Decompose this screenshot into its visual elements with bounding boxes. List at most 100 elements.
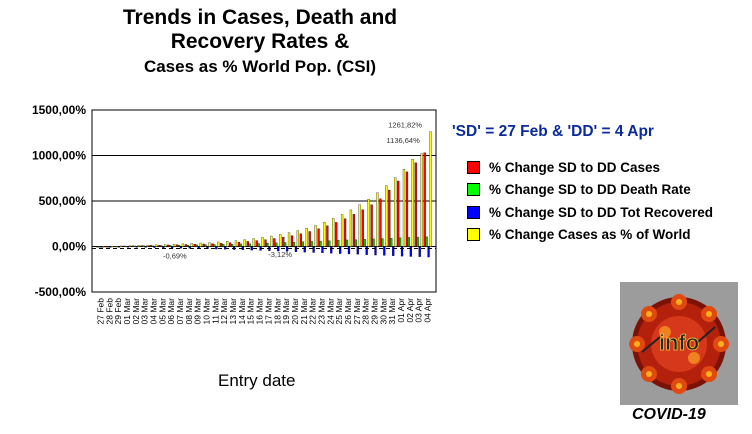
- chart-title-block: Trends in Cases, Death and Recovery Rate…: [60, 6, 460, 77]
- bar--change-sd-to-dd-tot-recovered: [418, 246, 421, 257]
- bar--change-cases-as-of-world: [314, 225, 317, 247]
- bar--change-sd-to-dd-death-rate: [204, 244, 207, 247]
- bar--change-sd-to-dd-tot-recovered: [312, 246, 315, 253]
- bar--change-sd-to-dd-death-rate: [177, 245, 181, 247]
- bar--change-cases-as-of-world: [164, 244, 167, 247]
- bar--change-sd-to-dd-cases: [397, 180, 400, 247]
- x-tick-label: 03 Apr: [414, 298, 424, 323]
- bar--change-cases-as-of-world: [367, 199, 370, 247]
- x-axis-label: Entry date: [218, 371, 296, 390]
- bar--change-sd-to-dd-tot-recovered: [374, 246, 377, 256]
- legend-label-world: % Change Cases as % of World: [489, 227, 691, 243]
- bar--change-sd-to-dd-cases: [352, 214, 356, 247]
- bar--change-sd-to-dd-cases: [273, 238, 276, 247]
- x-tick-label: 20 Mar: [290, 298, 300, 325]
- bar--change-sd-to-dd-death-rate: [337, 240, 340, 247]
- bar--change-sd-to-dd-death-rate: [151, 245, 154, 247]
- y-tick-label: 0,00%: [52, 240, 86, 254]
- bar--change-sd-to-dd-cases: [237, 241, 241, 247]
- x-tick-label: 19 Mar: [281, 298, 291, 325]
- x-tick-label: 05 Mar: [157, 298, 167, 325]
- bar--change-sd-to-dd-tot-recovered: [135, 246, 138, 248]
- bar--change-cases-as-of-world: [243, 239, 246, 247]
- x-tick-label: 28 Feb: [104, 298, 114, 325]
- bar--change-sd-to-dd-death-rate: [354, 239, 357, 247]
- bar--change-cases-as-of-world: [199, 242, 202, 247]
- bar--change-sd-to-dd-tot-recovered: [188, 246, 191, 249]
- x-tick-label: 16 Mar: [255, 298, 265, 325]
- bar--change-sd-to-dd-tot-recovered: [383, 246, 386, 256]
- bar--change-sd-to-dd-cases: [282, 237, 285, 247]
- bar--change-sd-to-dd-cases: [379, 198, 382, 247]
- bar--change-sd-to-dd-cases: [220, 243, 223, 247]
- x-tick-label: 07 Mar: [175, 298, 185, 325]
- y-tick-label: 1000,00%: [32, 149, 86, 163]
- bar--change-sd-to-dd-death-rate: [275, 242, 278, 247]
- bar--change-sd-to-dd-cases: [96, 246, 99, 248]
- y-tick-label: 500,00%: [39, 194, 87, 208]
- legend: % Change SD to DD Cases % Change SD to D…: [467, 156, 713, 246]
- bar--change-sd-to-dd-cases: [388, 189, 391, 247]
- bar--change-sd-to-dd-cases: [202, 243, 205, 247]
- legend-item-world: % Change Cases as % of World: [467, 224, 713, 247]
- bar--change-cases-as-of-world: [402, 168, 406, 247]
- bar--change-sd-to-dd-cases: [105, 246, 108, 248]
- bar--change-sd-to-dd-cases: [290, 235, 294, 247]
- chart-subtitle: Cases as % World Pop. (CSI): [143, 57, 377, 77]
- bar--change-sd-to-dd-cases: [308, 231, 311, 247]
- x-tick-label: 10 Mar: [202, 298, 212, 325]
- bar--change-sd-to-dd-death-rate: [222, 244, 225, 247]
- bar--change-sd-to-dd-death-rate: [248, 243, 251, 247]
- bar--change-sd-to-dd-cases: [149, 245, 152, 247]
- bar--change-sd-to-dd-death-rate: [310, 241, 313, 247]
- bar--change-cases-as-of-world: [181, 243, 185, 247]
- bar--change-cases-as-of-world: [128, 245, 131, 247]
- x-tick-label: 04 Mar: [148, 298, 158, 325]
- bar--change-cases-as-of-world: [376, 192, 379, 247]
- x-tick-label: 08 Mar: [184, 298, 194, 325]
- bar--change-cases-as-of-world: [340, 214, 344, 247]
- bar--change-cases-as-of-world: [270, 235, 273, 247]
- bar--change-cases-as-of-world: [226, 241, 229, 247]
- legend-item-cases: % Change SD to DD Cases: [467, 156, 713, 179]
- bar--change-cases-as-of-world: [102, 246, 105, 248]
- bar--change-sd-to-dd-tot-recovered: [224, 246, 227, 250]
- logo-text: info: [659, 330, 699, 355]
- logo-caption: COVID-19: [632, 406, 706, 423]
- bar--change-sd-to-dd-death-rate: [398, 237, 402, 247]
- x-tick-label: 23 Mar: [316, 298, 326, 325]
- bar--change-sd-to-dd-cases: [423, 152, 426, 247]
- legend-swatch-death-rate: [467, 183, 480, 197]
- x-tick-label: 14 Mar: [237, 298, 247, 325]
- x-tick-label: 22 Mar: [308, 298, 318, 325]
- bar--change-sd-to-dd-death-rate: [239, 243, 243, 247]
- bar--change-cases-as-of-world: [119, 245, 123, 247]
- chart-title: Trends in Cases, Death and: [122, 6, 398, 29]
- legend-swatch-world: [467, 228, 480, 242]
- x-tick-label: 27 Mar: [352, 298, 362, 325]
- chart-title-line2: Recovery Rates &: [170, 30, 350, 54]
- bar--change-sd-to-dd-cases: [405, 171, 409, 247]
- bar--change-sd-to-dd-cases: [370, 204, 373, 247]
- x-tick-label: 02 Apr: [405, 298, 415, 323]
- bar--change-sd-to-dd-death-rate: [390, 237, 393, 247]
- legend-title: 'SD' = 27 Feb & 'DD' = 4 Apr: [452, 123, 654, 140]
- bar--change-cases-as-of-world: [261, 237, 264, 247]
- bar--change-sd-to-dd-death-rate: [107, 246, 110, 248]
- bar--change-sd-to-dd-death-rate: [230, 243, 234, 247]
- bar--change-sd-to-dd-tot-recovered: [215, 246, 218, 250]
- bar--change-cases-as-of-world: [279, 234, 282, 247]
- x-tick-label: 01 Mar: [122, 298, 132, 325]
- data-label: -0,69%: [163, 252, 187, 261]
- bar--change-sd-to-dd-death-rate: [133, 245, 136, 247]
- legend-item-death-rate: % Change SD to DD Death Rate: [467, 179, 713, 202]
- bar--change-cases-as-of-world: [146, 244, 149, 247]
- bar--change-cases-as-of-world: [385, 185, 388, 247]
- bar--change-sd-to-dd-cases: [175, 244, 179, 247]
- bar--change-sd-to-dd-death-rate: [116, 246, 119, 248]
- bar--change-sd-to-dd-death-rate: [416, 236, 419, 247]
- x-tick-label: 13 Mar: [228, 298, 238, 325]
- bar--change-sd-to-dd-cases: [211, 243, 214, 247]
- bar--change-sd-to-dd-cases: [343, 218, 347, 247]
